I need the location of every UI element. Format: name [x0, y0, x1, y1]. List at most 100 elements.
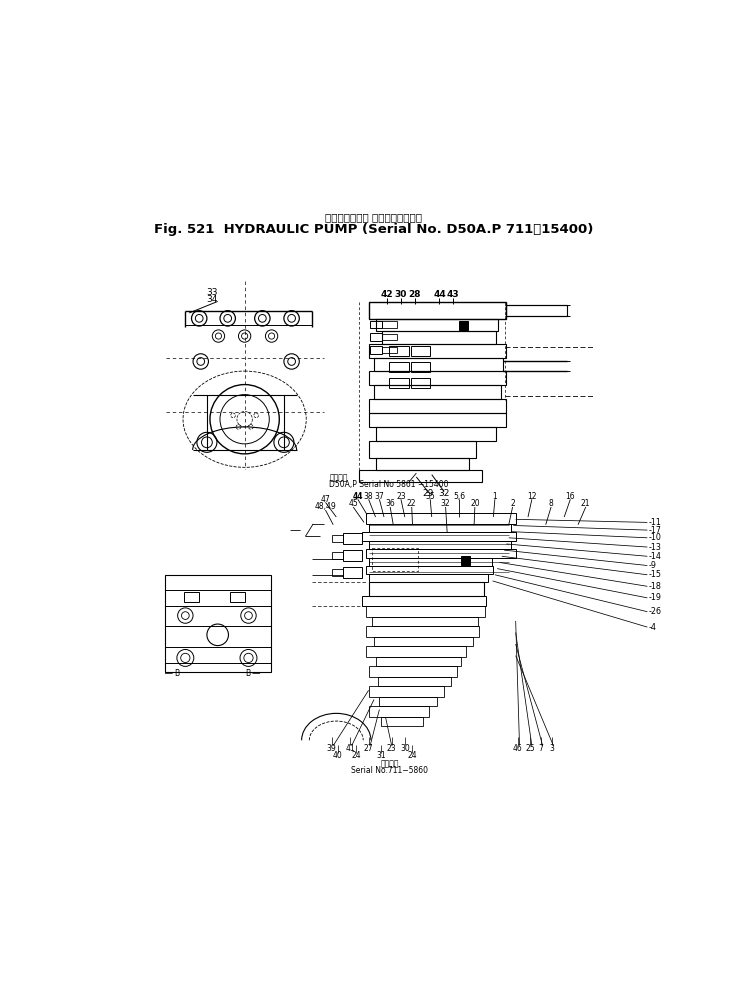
Bar — [332, 535, 343, 542]
Text: 31: 31 — [376, 751, 386, 760]
Text: 23: 23 — [396, 492, 406, 500]
Bar — [369, 302, 506, 319]
Text: 28: 28 — [408, 290, 421, 299]
Bar — [359, 470, 482, 483]
Bar — [376, 427, 496, 441]
Text: 38: 38 — [364, 492, 373, 500]
Bar — [382, 331, 496, 344]
Text: 7: 7 — [539, 743, 544, 752]
Text: -19: -19 — [649, 594, 662, 603]
Text: 21: 21 — [581, 499, 590, 508]
Text: 2: 2 — [510, 499, 515, 508]
Bar — [374, 385, 501, 399]
Bar — [376, 657, 461, 666]
Bar — [332, 569, 343, 577]
Bar — [369, 344, 506, 358]
Bar — [184, 592, 199, 603]
Bar — [165, 575, 270, 672]
Text: 30: 30 — [400, 743, 410, 752]
Text: 44: 44 — [353, 492, 363, 500]
Text: ―·B: ―·B — [165, 669, 179, 678]
Bar — [382, 321, 397, 328]
Text: -14: -14 — [649, 552, 662, 561]
Bar — [389, 379, 409, 388]
Text: 36: 36 — [386, 499, 395, 508]
Bar — [370, 333, 382, 341]
Bar — [365, 513, 515, 524]
Bar — [362, 531, 516, 541]
Text: -17: -17 — [649, 525, 662, 534]
Text: 8: 8 — [549, 499, 553, 508]
Bar — [343, 567, 362, 578]
Text: 22: 22 — [407, 499, 416, 508]
Text: 46: 46 — [513, 743, 523, 752]
Bar — [369, 413, 506, 427]
Text: 37: 37 — [375, 492, 384, 500]
Text: 23: 23 — [387, 743, 397, 752]
Text: -4: -4 — [649, 622, 657, 631]
Bar — [369, 574, 488, 582]
Text: 1: 1 — [493, 492, 497, 500]
Text: 48,49: 48,49 — [315, 502, 336, 511]
Text: 32: 32 — [438, 490, 450, 498]
Bar — [343, 550, 362, 561]
Text: 35: 35 — [425, 492, 435, 500]
Text: 30: 30 — [395, 290, 407, 299]
Text: -15: -15 — [649, 570, 662, 580]
Bar — [369, 687, 444, 698]
Bar — [372, 548, 418, 571]
Text: -13: -13 — [649, 542, 662, 552]
Bar — [389, 346, 409, 356]
Text: -10: -10 — [649, 533, 662, 542]
Bar — [411, 379, 430, 388]
Text: 44: 44 — [433, 290, 446, 299]
Bar — [370, 346, 382, 354]
Bar — [369, 524, 511, 531]
Text: 41: 41 — [346, 743, 355, 752]
Bar — [369, 541, 511, 549]
Bar — [369, 666, 457, 677]
Text: -18: -18 — [649, 582, 662, 591]
Bar — [381, 717, 424, 726]
Bar — [389, 363, 409, 373]
Text: D50A,P Serial No 5861 −15400: D50A,P Serial No 5861 −15400 — [330, 481, 449, 490]
Bar — [376, 319, 498, 331]
Text: 25: 25 — [526, 743, 535, 752]
Bar — [376, 458, 469, 470]
Text: B·―: B·― — [246, 669, 260, 678]
Bar — [369, 399, 506, 413]
Text: 3: 3 — [550, 743, 554, 752]
Text: 24: 24 — [351, 751, 361, 760]
Bar — [382, 334, 397, 340]
Bar — [369, 441, 477, 458]
Text: 32: 32 — [441, 499, 451, 508]
Text: 33: 33 — [206, 287, 218, 296]
Bar — [382, 347, 397, 353]
Bar — [230, 592, 246, 603]
Text: -11: -11 — [649, 518, 662, 527]
Bar — [365, 549, 515, 558]
Text: 27: 27 — [364, 743, 373, 752]
Text: 29: 29 — [422, 490, 434, 498]
Text: 42: 42 — [381, 290, 394, 299]
Bar — [379, 698, 437, 707]
Bar — [332, 552, 343, 559]
Bar — [370, 321, 382, 328]
Bar — [365, 626, 480, 637]
Bar — [365, 566, 493, 574]
Bar — [506, 305, 567, 316]
Bar — [343, 533, 362, 544]
Bar — [369, 558, 492, 566]
Text: —: — — [289, 525, 301, 535]
Text: 43: 43 — [447, 290, 459, 299]
Bar — [369, 582, 484, 596]
Text: 24: 24 — [408, 751, 417, 760]
Text: 16: 16 — [566, 492, 575, 500]
Text: 40: 40 — [333, 751, 343, 760]
Text: -26: -26 — [649, 607, 662, 616]
Bar — [378, 677, 451, 687]
Text: 20: 20 — [470, 499, 480, 508]
Bar — [369, 707, 429, 717]
Text: 12: 12 — [527, 492, 537, 500]
Text: 39: 39 — [327, 743, 337, 752]
